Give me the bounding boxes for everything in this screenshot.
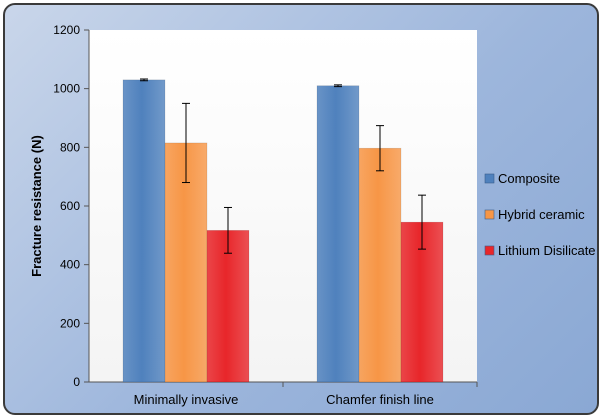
legend-swatch-hybrid-ceramic bbox=[484, 209, 495, 220]
y-tick-label: 400 bbox=[60, 258, 80, 272]
chart-frame: 0 200 400 600 800 1000 1200 Fracture resistance… bbox=[3, 3, 599, 415]
bar-composite bbox=[122, 79, 166, 383]
y-tick-label: 1200 bbox=[53, 23, 80, 37]
y-tick-label: 0 bbox=[73, 375, 80, 389]
x-tick-label: Chamfer finish line bbox=[326, 392, 434, 407]
chart-svg: 0 200 400 600 800 1000 1200 Fracture resistance… bbox=[29, 23, 596, 407]
bar-composite bbox=[316, 85, 360, 383]
y-tick-label: 1000 bbox=[53, 82, 80, 96]
legend-swatch-lithium-disilicate bbox=[484, 245, 495, 256]
bar-hybrid-ceramic bbox=[358, 147, 402, 383]
y-axis-title: Fracture resistance (N) bbox=[29, 135, 44, 277]
legend-swatch-composite bbox=[484, 173, 495, 184]
legend-label-hybrid-ceramic: Hybrid ceramic bbox=[498, 207, 585, 222]
legend-label-lithium-disilicate: Lithium Disilicate bbox=[498, 243, 596, 258]
legend-label-composite: Composite bbox=[498, 171, 560, 186]
y-tick-label: 600 bbox=[60, 199, 80, 213]
y-tick-label: 200 bbox=[60, 316, 80, 330]
bar-lithium-disilicate bbox=[206, 230, 250, 383]
y-tick-label: 800 bbox=[60, 140, 80, 154]
x-tick-label: Minimally invasive bbox=[134, 392, 239, 407]
